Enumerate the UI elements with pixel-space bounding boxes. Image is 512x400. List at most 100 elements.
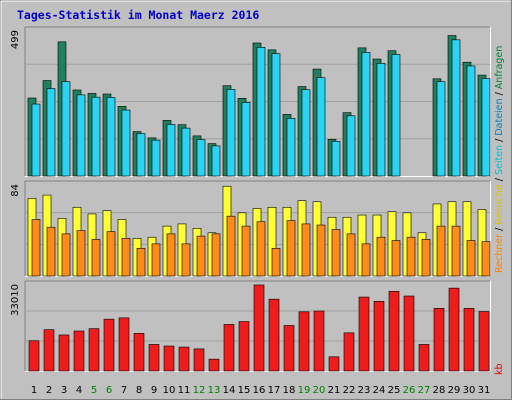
day-label: 23 (358, 385, 371, 396)
day-label: 28 (433, 385, 446, 396)
rechner-bar (346, 233, 356, 277)
dateien-bar (466, 65, 476, 177)
rechner-bar (196, 235, 206, 277)
legend-separator: / (494, 89, 505, 98)
kb-bar (298, 311, 310, 372)
rechner-bar (76, 230, 86, 277)
kb-bar (193, 348, 205, 372)
dateien-bar (76, 94, 86, 177)
kb-bar (208, 358, 220, 372)
day-label: 6 (106, 385, 112, 396)
kb-bar (88, 328, 100, 372)
kb-bar (73, 330, 85, 372)
dateien-bar (241, 102, 251, 177)
day-label: 31 (478, 385, 491, 396)
day-label: 18 (283, 385, 296, 396)
dateien-bar (121, 109, 131, 177)
day-label: 17 (268, 385, 281, 396)
legend-rechner: Rechner (494, 234, 505, 273)
rechner-bar (466, 240, 476, 277)
kb-bar (223, 324, 235, 372)
kb-label: kb (494, 363, 505, 375)
rechner-bar (436, 225, 446, 277)
kb-bar (253, 284, 265, 372)
dateien-bar (451, 39, 461, 177)
bars (28, 284, 490, 372)
day-label: 4 (76, 385, 82, 396)
day-label: 13 (208, 385, 221, 396)
rechner-bar (151, 243, 161, 277)
rechner-bar (301, 223, 311, 277)
kb-bar (358, 296, 370, 372)
dateien-bar (286, 118, 296, 177)
rechner-bar (286, 220, 296, 277)
day-label: 20 (313, 385, 326, 396)
bars (27, 185, 491, 277)
day-label: 8 (136, 385, 142, 396)
rechner-bar (46, 226, 56, 277)
kb-bar (58, 334, 70, 372)
day-label: 12 (193, 385, 206, 396)
day-label: 1 (31, 385, 37, 396)
x-axis-day-labels: 1 2 3 4 5 6 7 8 9 10 11 12 13 14 15 16 17 18 19 20 21 22 23 24 2… (31, 385, 491, 396)
dateien-bar (151, 139, 161, 177)
rechner-bar (106, 231, 116, 277)
dateien-bar (211, 145, 221, 177)
day-label: 5 (91, 385, 97, 396)
rechner-bar (376, 236, 386, 277)
rechner-bar (451, 225, 461, 277)
dateien-bar (196, 139, 206, 177)
dateien-bar (226, 89, 236, 177)
panel-2: 84 (10, 180, 491, 277)
rechner-bar (256, 221, 266, 277)
kb-bar (478, 311, 490, 372)
kb-bar (118, 317, 130, 372)
dateien-bar (46, 88, 56, 177)
series-legend: Rechner / Besuche / Seiten / Dateien / A… (494, 46, 505, 273)
day-label: 2 (46, 385, 52, 396)
chart-title: Tages-Statistik im Monat Maerz 2016 (17, 8, 259, 22)
legend-seiten: Seiten (494, 145, 505, 175)
bottom-right-label: kb (494, 363, 505, 375)
day-label: 16 (253, 385, 266, 396)
rechner-bar (136, 247, 146, 277)
dateien-bar (181, 127, 191, 177)
kb-bar (418, 344, 430, 372)
rechner-bar (241, 225, 251, 277)
kb-bar (463, 308, 475, 372)
kb-bar (448, 287, 460, 372)
day-label: 27 (418, 385, 431, 396)
dateien-bar (91, 96, 101, 177)
rechner-bar (211, 233, 221, 277)
kb-bar (28, 340, 40, 372)
bars (27, 35, 491, 177)
day-label: 11 (178, 385, 191, 396)
day-label: 7 (121, 385, 127, 396)
day-label: 19 (298, 385, 311, 396)
dateien-bar (361, 52, 371, 177)
rechner-bar (331, 229, 341, 277)
day-label: 25 (388, 385, 401, 396)
dateien-bar (301, 89, 311, 177)
rechner-bar (61, 233, 71, 277)
panel-3: 33010 (10, 280, 491, 372)
dateien-bar (376, 63, 386, 177)
y-max-label: 33010 (10, 284, 21, 316)
rechner-bar (481, 241, 491, 277)
day-label: 29 (448, 385, 461, 396)
dateien-bar (166, 124, 176, 177)
y-max-label: 499 (10, 30, 21, 49)
day-label: 15 (238, 385, 251, 396)
day-label: 9 (151, 385, 157, 396)
kb-bar (433, 308, 445, 372)
dateien-bar (256, 46, 266, 177)
legend-separator: / (494, 175, 505, 184)
panel-1: 499 (10, 26, 491, 177)
kb-bar (133, 333, 145, 372)
dateien-bar (346, 115, 356, 177)
kb-bar (268, 298, 280, 372)
rechner-bar (121, 238, 131, 277)
dateien-bar (481, 78, 491, 177)
